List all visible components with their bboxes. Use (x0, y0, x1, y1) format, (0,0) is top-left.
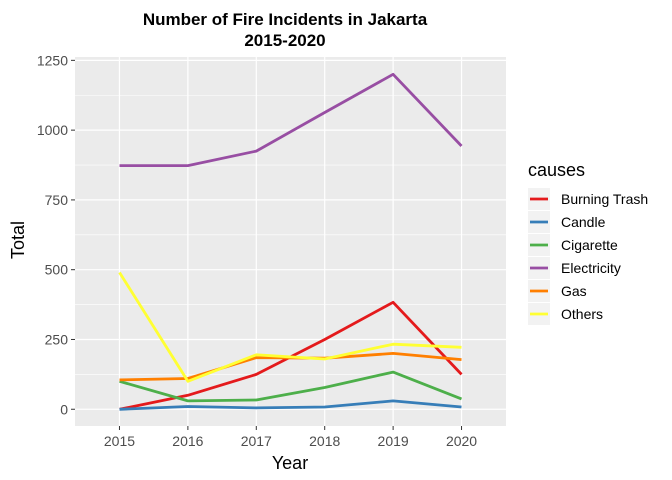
legend-label-others: Others (561, 306, 603, 322)
series-line-candle (119, 399, 462, 411)
x-tick-label: 2016 (172, 433, 203, 449)
y-axis-label: Total (8, 221, 28, 259)
y-tick-label: 1250 (37, 52, 68, 68)
y-tick-label: 250 (45, 331, 69, 347)
legend: causes Burning Trash Candle Cigarette Elect… (528, 160, 648, 325)
plot-panel (75, 57, 506, 426)
x-axis-label: Year (272, 453, 308, 473)
y-axis-ticks: 0 250 500 750 1000 1250 (37, 52, 75, 417)
x-tick-label: 2018 (309, 433, 340, 449)
legend-label-burning-trash: Burning Trash (561, 191, 648, 207)
legend-label-cigarette: Cigarette (561, 237, 618, 253)
series-line-electricity (119, 72, 463, 168)
legend-label-gas: Gas (561, 283, 587, 299)
x-tick-label: 2015 (104, 433, 135, 449)
x-tick-label: 2017 (241, 433, 272, 449)
legend-label-candle: Candle (561, 214, 606, 230)
x-axis-ticks: 2015 2016 2017 2018 2019 2020 (104, 426, 477, 449)
x-tick-label: 2019 (378, 433, 409, 449)
chart-title: Number of Fire Incidents in Jakarta (143, 10, 428, 29)
x-tick-label: 2020 (446, 433, 477, 449)
series-line-others (118, 271, 462, 383)
legend-title: causes (528, 160, 585, 180)
y-tick-label: 500 (45, 262, 69, 278)
series-lines (118, 72, 463, 411)
y-tick-label: 0 (60, 401, 68, 417)
series-line-cigarette (119, 370, 463, 403)
legend-label-electricity: Electricity (561, 260, 621, 276)
y-tick-label: 750 (45, 192, 69, 208)
y-tick-label: 1000 (37, 122, 68, 138)
chart-subtitle: 2015-2020 (244, 31, 325, 50)
